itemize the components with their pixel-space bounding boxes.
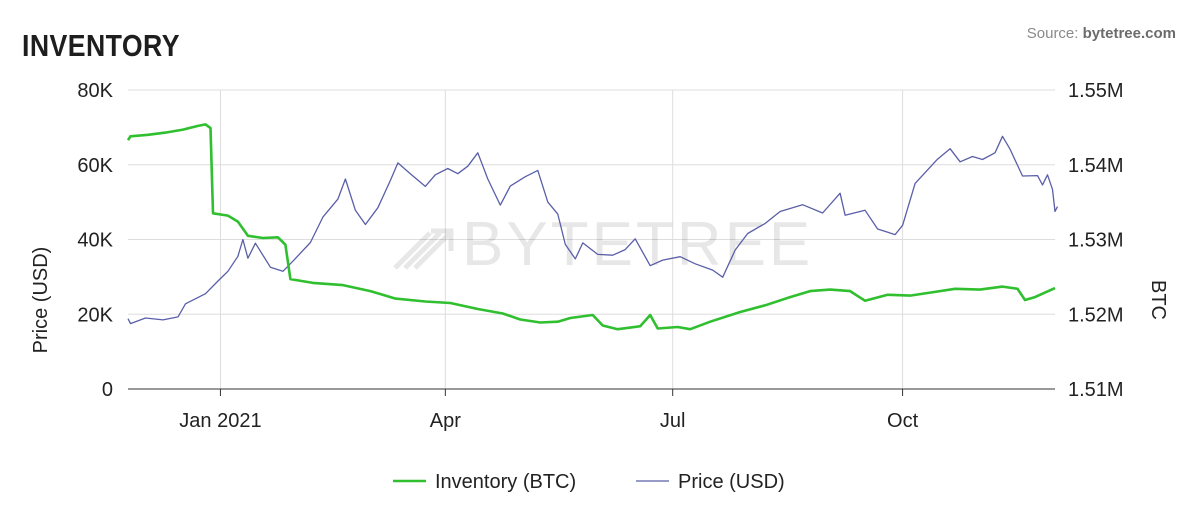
gridlines [128, 89, 1055, 389]
series-lines [126, 123, 1059, 331]
x-tick-label: Oct [887, 410, 919, 432]
y-left-tick-label: 0 [102, 379, 113, 401]
watermark-logo-icon [393, 228, 454, 270]
source-credit[interactable]: Source: bytetree.com [1027, 25, 1176, 42]
y-right-tick-label: 1.53M [1068, 230, 1124, 252]
x-tick-label: Jan 2021 [179, 410, 261, 432]
tick-labels: 0 20K 40K 60K 80K 1.51M 1.52M 1.53M 1.54M 1.55M Ja… [77, 80, 1123, 432]
legend-label-price: Price (USD) [678, 471, 785, 493]
y-left-axis-label: Price (USD) [30, 247, 52, 354]
y-right-tick-label: 1.52M [1068, 304, 1124, 326]
legend: Inventory (BTC) Price (USD) [393, 471, 785, 493]
x-tick-label: Apr [430, 410, 461, 432]
source-link[interactable]: bytetree.com [1082, 25, 1176, 42]
price-series-line [127, 135, 1059, 325]
y-right-tick-label: 1.54M [1068, 155, 1124, 177]
source-prefix: Source: [1026, 25, 1083, 42]
x-tick-label: Jul [660, 410, 686, 432]
watermark: BYTETREE [393, 210, 813, 279]
y-right-tick-label: 1.51M [1068, 379, 1124, 401]
y-left-tick-label: 60K [77, 155, 113, 177]
legend-label-inventory: Inventory (BTC) [435, 471, 576, 493]
chart-title: INVENTORY [22, 28, 180, 63]
axes [128, 388, 1055, 396]
y-right-axis-label: BTC [1147, 280, 1169, 320]
y-left-tick-label: 80K [77, 80, 113, 102]
y-right-tick-label: 1.55M [1068, 80, 1124, 102]
watermark-text: BYTETREE [462, 210, 813, 279]
inventory-series-line [126, 123, 1056, 331]
y-left-tick-label: 20K [77, 304, 113, 326]
y-left-tick-label: 40K [77, 230, 113, 252]
